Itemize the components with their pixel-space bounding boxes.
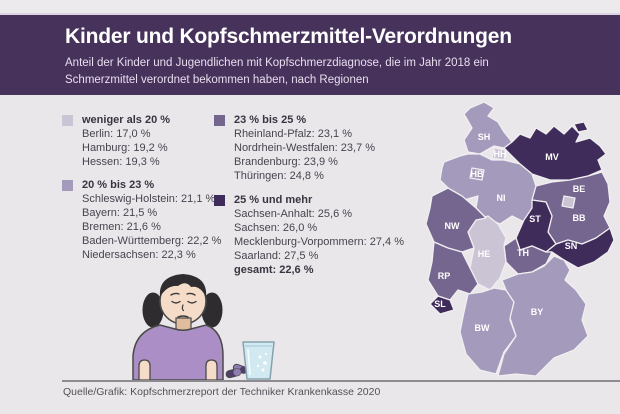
legend-group-label: weniger als 20 %	[82, 114, 171, 126]
girl-illustration	[132, 274, 224, 380]
state-label-hh: HH	[494, 149, 507, 159]
table-line	[62, 380, 620, 382]
legend-swatch-25-plus	[214, 194, 225, 206]
legend-group-header: weniger als 20 %	[62, 113, 222, 127]
legend-group-23-25: 23 % bis 25 % Rheinland-Pfalz: 23,1 % No…	[214, 113, 376, 183]
state-nw	[425, 187, 487, 253]
germany-map: SH MV NI BB ST SN TH HE NW RP SL BW BY H…	[425, 101, 615, 377]
state-mv	[503, 125, 607, 181]
state-label-nw: NW	[445, 221, 460, 231]
state-sh	[463, 101, 513, 155]
state-label-st: ST	[529, 214, 541, 224]
legend-swatch-23-25	[214, 114, 225, 126]
legend-item: Nordrhein-Westfalen: 23,7 %	[234, 142, 376, 154]
state-label-bw: BW	[475, 323, 490, 333]
state-label-ni: NI	[497, 193, 506, 203]
legend-item: Sachsen: 26,0 %	[234, 222, 318, 234]
legend-item: Thüringen: 24,8 %	[234, 170, 324, 182]
legend-item: Bayern: 21,5 %	[82, 207, 158, 219]
state-label-sn: SN	[565, 241, 578, 251]
legend-group-label: 23 % bis 25 %	[234, 114, 307, 126]
state-sl	[429, 295, 455, 315]
legend-group-header: 25 % und mehr	[214, 193, 374, 207]
pills-illustration	[225, 363, 248, 379]
state-by	[497, 255, 589, 377]
legend-item: Hessen: 19,3 %	[82, 156, 160, 168]
state-hb	[469, 167, 485, 181]
legend-item: Sachsen-Anhalt: 25,6 %	[234, 208, 353, 220]
girl-shirt	[132, 324, 224, 380]
state-rp	[427, 241, 479, 301]
girl-nose	[181, 304, 185, 312]
girl-mouth	[177, 315, 189, 318]
state-label-by: BY	[531, 307, 544, 317]
legend-item: Bremen: 21,6 %	[82, 221, 161, 233]
legend-item: Mecklenburg-Vorpommern: 27,4 %	[234, 236, 404, 248]
glass-and-pills-illustration	[225, 341, 275, 380]
top-strip	[0, 0, 620, 13]
legend-group-under-20: weniger als 20 % Berlin: 17,0 % Hamburg:…	[62, 113, 222, 169]
legend-item: Saarland: 27,5 %	[234, 250, 319, 262]
legend-group-label: 25 % und mehr	[234, 194, 313, 206]
state-label-sl: SL	[434, 299, 446, 309]
legend-group-25-plus: 25 % und mehr Sachsen-Anhalt: 25,6 % Sac…	[214, 193, 404, 263]
page-subtitle-line2: Schmerzmittel verordnet bekommen haben, …	[65, 74, 369, 86]
state-label-rp: RP	[438, 271, 451, 281]
page-title: Kinder und Kopfschmerzmittel-Verordnunge…	[65, 25, 512, 48]
girl-arms	[138, 359, 218, 380]
state-label-hb: HB	[471, 169, 484, 179]
source-text: Quelle/Grafik: Kopfschmerzreport der Tec…	[63, 386, 381, 398]
state-mv-island	[573, 121, 589, 133]
legend-item: Berlin: 17,0 %	[82, 128, 151, 140]
page-subtitle-line1: Anteil der Kinder und Jugendlichen mit K…	[65, 57, 489, 69]
girl-bangs	[159, 274, 207, 297]
state-label-th: TH	[517, 248, 529, 258]
water-glass-illustration	[242, 341, 275, 380]
legend-swatch-20-23	[62, 179, 73, 191]
legend-total: gesamt: 22,6 %	[234, 264, 314, 276]
legend-item: Niedersachsen: 22,3 %	[82, 249, 196, 261]
legend-swatch-under-20	[62, 114, 73, 126]
legend-group-20-23: 20 % bis 23 % Schleswig-Holstein: 21,1 %…	[62, 178, 222, 262]
legend-group-header: 23 % bis 25 %	[214, 113, 374, 127]
legend-item: Hamburg: 19,2 %	[82, 142, 168, 154]
legend-item: Baden-Württemberg: 22,2 %	[82, 235, 222, 247]
state-hh	[491, 147, 507, 161]
state-be	[561, 195, 576, 209]
girl-closed-eyes	[170, 292, 197, 304]
header-band	[0, 15, 620, 95]
state-label-sh: SH	[478, 132, 491, 142]
legend-item: Brandenburg: 23,9 %	[234, 156, 338, 168]
state-label-bb: BB	[573, 213, 586, 223]
state-label-he: HE	[478, 249, 491, 259]
legend-group-header: 20 % bis 23 %	[62, 178, 222, 192]
legend-item: Rheinland-Pfalz: 23,1 %	[234, 128, 353, 140]
state-label-be: BE	[573, 184, 586, 194]
legend-item: Schleswig-Holstein: 21,1 %	[82, 193, 216, 205]
accent-line	[0, 13, 620, 15]
state-label-mv: MV	[545, 152, 559, 162]
legend-group-label: 20 % bis 23 %	[82, 179, 155, 191]
